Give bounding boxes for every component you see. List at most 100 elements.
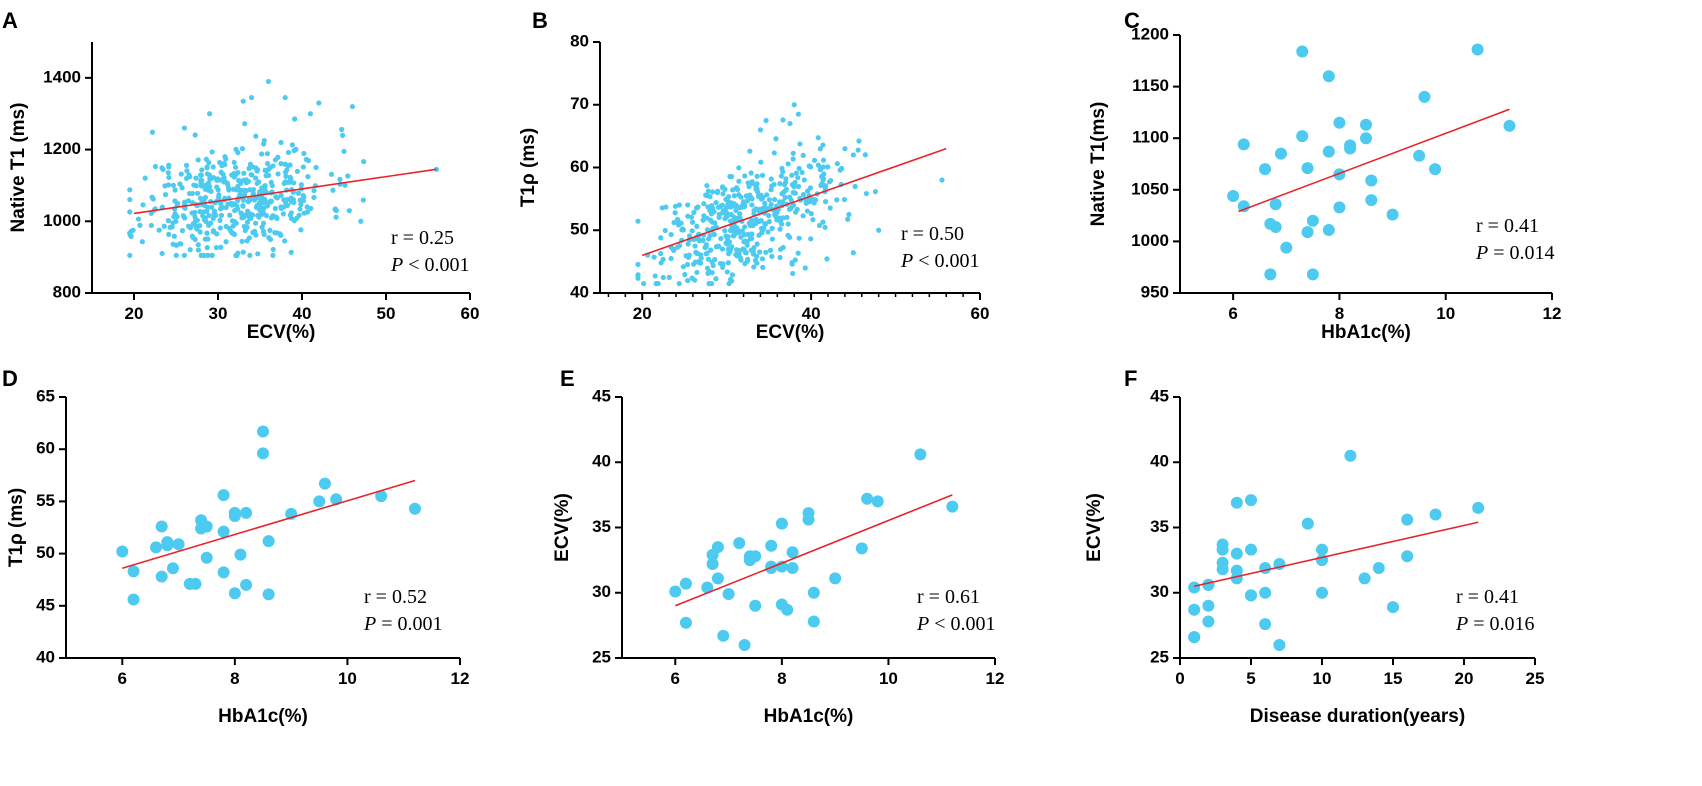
y-tick-label: 1050 [1131, 179, 1169, 198]
data-point [195, 247, 202, 253]
data-point [203, 218, 209, 224]
data-point [723, 204, 730, 211]
data-point [308, 205, 314, 212]
data-point [710, 205, 716, 212]
data-point [717, 629, 730, 642]
data-point [267, 165, 273, 171]
data-point [291, 180, 297, 186]
data-point [263, 173, 269, 179]
data-point [282, 238, 288, 244]
x-tick-label: 40 [293, 304, 312, 323]
data-point [206, 160, 212, 166]
data-point [768, 187, 774, 193]
data-point [811, 157, 818, 163]
data-point [728, 204, 735, 210]
correlation-r-text: r = 0.25 [391, 227, 454, 249]
data-point [197, 172, 204, 178]
data-point [211, 208, 218, 214]
data-point [760, 205, 766, 212]
data-point [946, 500, 959, 513]
data-point [722, 588, 735, 601]
data-point [204, 230, 210, 236]
data-point [803, 200, 809, 206]
data-point [738, 194, 744, 200]
data-point [242, 227, 248, 234]
data-point [760, 225, 767, 231]
data-point [712, 256, 718, 263]
data-point [786, 561, 799, 574]
data-point [130, 227, 136, 233]
data-point [1202, 578, 1215, 591]
data-point [759, 230, 765, 236]
data-point [261, 231, 267, 238]
data-point [1413, 149, 1426, 162]
data-point [793, 170, 799, 176]
p-value-text: P < 0.001 [900, 250, 980, 272]
panel-d: D 40 45 50 55 60 65 6 8 10 12 HbA1c(%) T1ρ (ms) r = 0… [2, 366, 469, 727]
data-point [711, 572, 724, 585]
data-point [1230, 547, 1243, 560]
data-point [709, 270, 715, 276]
data-point [829, 572, 842, 585]
data-point [208, 188, 214, 194]
data-point [218, 212, 225, 218]
data-point [1418, 90, 1431, 103]
data-point [1358, 572, 1371, 585]
data-point [788, 197, 794, 203]
data-point [754, 181, 760, 187]
data-point [155, 520, 168, 533]
data-point [275, 171, 281, 177]
data-point [204, 164, 210, 170]
data-point [1202, 599, 1215, 612]
data-point [207, 111, 213, 117]
data-point [166, 164, 172, 170]
data-point [173, 218, 179, 224]
data-point [736, 178, 742, 184]
data-point [705, 188, 712, 194]
data-point [345, 173, 351, 179]
data-point [278, 161, 284, 167]
y-tick-label: 1100 [1132, 128, 1169, 147]
x-tick-label: 10 [1436, 304, 1455, 323]
y-tick-label: 70 [570, 94, 589, 113]
data-point [795, 250, 801, 256]
data-point [192, 236, 198, 242]
data-point [790, 156, 796, 162]
data-point [247, 187, 253, 193]
data-point [691, 261, 697, 267]
data-point [705, 204, 711, 210]
data-point [850, 152, 856, 158]
data-point [801, 177, 807, 183]
data-point [749, 599, 762, 612]
data-point [281, 180, 287, 186]
data-point [820, 142, 826, 148]
data-point [689, 228, 695, 234]
data-point [262, 183, 268, 189]
data-point [732, 203, 739, 209]
correlation-r-text: r = 0.41 [1456, 586, 1519, 608]
data-point [821, 171, 827, 177]
data-point [802, 265, 808, 271]
data-point [715, 204, 721, 210]
data-point [274, 230, 280, 236]
regression-line [133, 168, 437, 215]
data-point [863, 190, 869, 197]
data-point [802, 513, 815, 526]
data-point [671, 219, 677, 226]
data-point [167, 224, 173, 231]
data-point [1360, 118, 1372, 131]
data-point [795, 175, 801, 181]
x-tick-label: 5 [1246, 669, 1255, 688]
data-point [716, 214, 722, 220]
x-axis-title: Disease duration(years) [1250, 706, 1465, 727]
data-point [288, 210, 294, 216]
data-point [742, 173, 748, 179]
data-point [316, 100, 322, 106]
data-point [855, 542, 868, 555]
data-point [1471, 43, 1484, 56]
data-point [170, 241, 176, 247]
data-point [1401, 550, 1414, 563]
panel-c: C 950 1000 1050 1100 1150 1200 6 8 10 12 HbA1c(%) Na… [1088, 8, 1561, 343]
data-point [252, 228, 258, 234]
data-point [694, 223, 700, 229]
